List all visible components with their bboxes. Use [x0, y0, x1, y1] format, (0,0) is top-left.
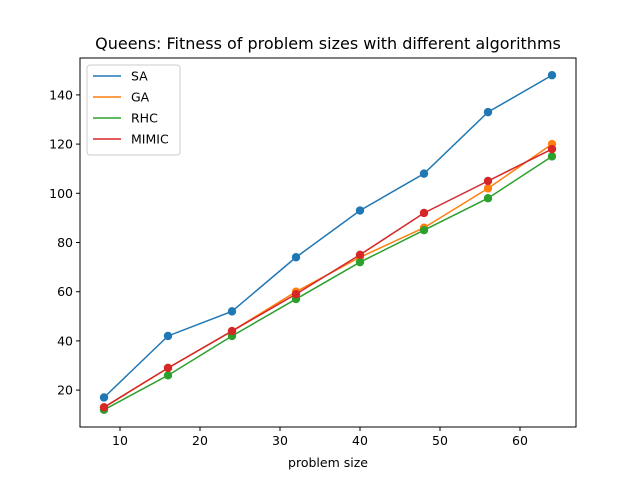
data-point-mimic [291, 289, 301, 299]
series-mimic [99, 144, 557, 412]
y-tick-label: 140 [49, 87, 73, 102]
series-line-sa [103, 74, 553, 399]
data-point-rhc [547, 152, 557, 161]
data-point-rhc [419, 226, 429, 235]
legend: SA GA RHC MIMIC [86, 64, 181, 156]
data-point-mimic [483, 176, 493, 186]
data-point-sa [355, 206, 365, 215]
x-tick-label: 10 [112, 433, 128, 448]
x-tick-label: 60 [512, 433, 528, 448]
data-point-sa [99, 393, 109, 402]
x-axis-ticks: 10 20 30 40 50 60 [112, 427, 528, 448]
data-point-mimic [419, 208, 429, 218]
data-point-rhc [483, 194, 493, 203]
y-tick-label: 100 [49, 186, 73, 201]
x-axis-label: problem size [288, 455, 368, 470]
x-tick-label: 50 [432, 433, 448, 448]
data-point-sa [483, 107, 493, 117]
y-tick-label: 20 [57, 383, 73, 398]
plot-series [99, 71, 557, 414]
chart-title: Queens: Fitness of problem sizes with di… [95, 34, 561, 53]
legend-box [86, 64, 181, 156]
legend-label-sa: SA [131, 69, 148, 84]
data-point-rhc [355, 257, 365, 267]
data-point-rhc [163, 371, 173, 380]
data-point-sa [547, 71, 557, 80]
series-sa [99, 71, 557, 402]
data-point-mimic [99, 403, 109, 412]
data-point-mimic [227, 326, 237, 336]
data-point-sa [163, 331, 173, 341]
legend-label-ga: GA [131, 90, 150, 105]
data-point-sa [291, 253, 301, 262]
x-tick-label: 20 [192, 433, 208, 448]
data-point-mimic [547, 144, 557, 154]
data-point-ga [483, 184, 493, 193]
series-line-rhc [103, 155, 553, 411]
data-point-mimic [163, 363, 173, 373]
series-line-mimic [103, 148, 553, 408]
y-tick-label: 40 [57, 333, 73, 348]
x-tick-label: 30 [272, 433, 288, 448]
legend-label-rhc: RHC [131, 111, 158, 126]
legend-label-mimic: MIMIC [131, 132, 169, 147]
data-point-sa [227, 307, 237, 316]
x-tick-label: 40 [352, 433, 368, 448]
data-point-mimic [355, 250, 365, 259]
y-tick-label: 120 [49, 137, 73, 152]
y-tick-label: 80 [57, 235, 73, 250]
data-point-sa [419, 169, 429, 178]
y-tick-label: 60 [57, 284, 73, 299]
y-axis-ticks: 20 40 60 80 100 120 140 [49, 87, 80, 398]
